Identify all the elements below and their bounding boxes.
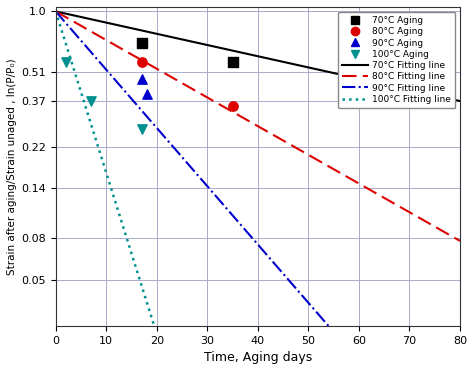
Y-axis label: Strain after aging/Strain unaged , ln(P/P₀): Strain after aging/Strain unaged , ln(P/…: [7, 58, 17, 275]
Point: [229, 59, 237, 65]
Point: [62, 59, 70, 65]
Point: [138, 126, 146, 132]
Point: [138, 76, 146, 82]
Point: [229, 102, 237, 108]
Point: [138, 40, 146, 46]
Point: [143, 91, 150, 96]
Legend: 70°C Aging, 80°C Aging, 90°C Aging, 100°C Aging, 70°C Fitting line, 80°C Fitting: 70°C Aging, 80°C Aging, 90°C Aging, 100°…: [338, 12, 456, 108]
Point: [87, 98, 95, 104]
Point: [138, 59, 146, 65]
X-axis label: Time, Aging days: Time, Aging days: [204, 351, 312, 364]
